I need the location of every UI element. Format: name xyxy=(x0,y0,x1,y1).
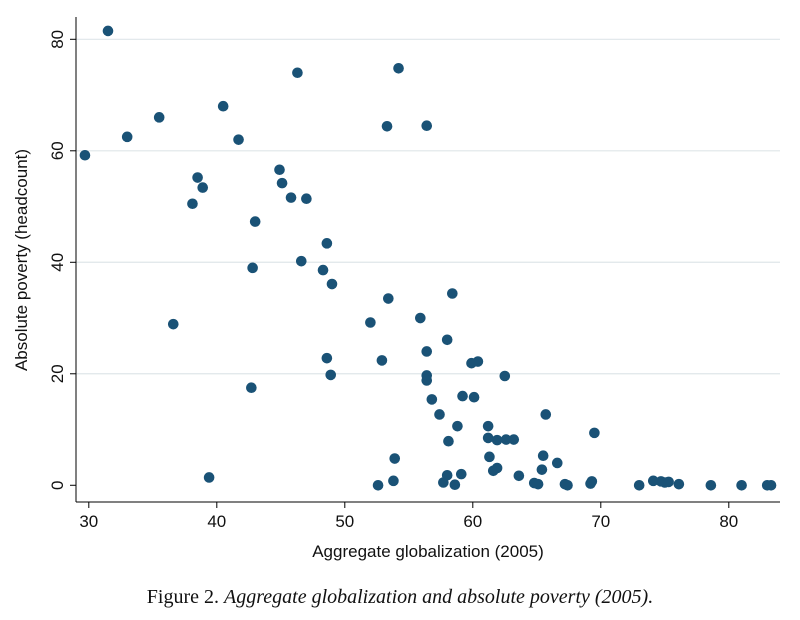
data-point xyxy=(388,475,399,487)
data-point xyxy=(249,216,261,227)
data-point xyxy=(167,318,179,330)
data-point xyxy=(421,346,433,357)
data-point xyxy=(415,312,426,324)
y-tick-label: 80 xyxy=(48,30,67,49)
axes: 0 20 40 60 80 30 40 50 60 70 80 xyxy=(48,17,780,531)
data-point xyxy=(765,479,777,491)
x-tick-label: 50 xyxy=(335,512,354,531)
data-point xyxy=(233,134,244,145)
y-tick-label: 60 xyxy=(48,141,67,160)
data-point xyxy=(389,453,401,464)
data-point xyxy=(537,450,549,462)
data-point xyxy=(325,369,337,381)
data-point xyxy=(321,238,333,249)
data-point xyxy=(491,434,503,446)
data-point xyxy=(491,462,503,474)
data-point xyxy=(121,131,133,143)
data-point xyxy=(589,427,600,439)
data-point xyxy=(434,409,445,420)
data-point xyxy=(365,317,376,328)
x-tick-label: 80 xyxy=(719,512,738,531)
data-point xyxy=(499,370,511,382)
y-tick-label: 40 xyxy=(48,253,67,272)
data-point xyxy=(647,475,659,487)
data-point xyxy=(317,264,329,276)
data-point xyxy=(276,177,288,189)
figure-caption: Figure 2. Aggregate globalization and ab… xyxy=(0,586,800,609)
data-point xyxy=(421,375,433,386)
data-point xyxy=(705,479,717,491)
data-point xyxy=(321,352,333,364)
x-tick-label: 70 xyxy=(591,512,610,531)
x-tick-label: 40 xyxy=(207,512,226,531)
data-point xyxy=(376,355,388,366)
data-point xyxy=(540,409,552,420)
caption-title: Aggregate globalization and absolute pov… xyxy=(224,586,654,608)
data-point xyxy=(326,278,338,290)
data-point xyxy=(381,120,393,132)
data-point xyxy=(513,470,525,482)
x-axis-title: Aggregate globalization (2005) xyxy=(312,542,544,561)
data-point xyxy=(532,478,544,490)
data-point xyxy=(468,391,480,403)
data-point xyxy=(393,62,404,74)
scatter-chart: 0 20 40 60 80 30 40 50 60 70 80 Aggregate globaliz… xyxy=(12,17,780,561)
x-tick-label: 60 xyxy=(463,512,482,531)
caption-label: Figure 2. xyxy=(146,586,219,608)
data-points xyxy=(79,25,777,491)
x-tick-label: 30 xyxy=(79,512,98,531)
data-point xyxy=(441,334,453,346)
data-point xyxy=(586,476,598,487)
data-point xyxy=(452,420,463,432)
data-point xyxy=(455,468,467,480)
data-point xyxy=(482,420,494,432)
data-point xyxy=(633,479,645,491)
y-tick-label: 20 xyxy=(48,364,67,383)
data-point xyxy=(79,149,91,161)
data-point xyxy=(536,464,548,475)
data-point xyxy=(203,472,215,483)
data-point xyxy=(285,192,297,203)
data-point xyxy=(295,255,307,267)
data-point xyxy=(551,457,563,469)
data-point xyxy=(217,100,229,112)
data-point xyxy=(736,479,747,491)
data-point xyxy=(187,198,198,210)
data-point xyxy=(274,164,285,176)
data-point xyxy=(449,479,461,491)
data-point xyxy=(457,390,468,402)
data-point xyxy=(372,479,384,491)
data-point xyxy=(247,262,258,274)
data-point xyxy=(292,67,303,79)
data-point xyxy=(482,432,494,444)
data-point xyxy=(153,112,165,123)
data-point xyxy=(447,288,458,299)
data-point xyxy=(562,479,573,491)
data-point xyxy=(301,193,312,205)
data-point xyxy=(663,476,674,488)
data-point xyxy=(472,356,484,367)
data-point xyxy=(246,382,257,394)
data-point xyxy=(426,394,438,405)
data-point xyxy=(383,293,394,304)
data-point xyxy=(484,451,495,463)
data-point xyxy=(197,182,209,193)
data-point xyxy=(508,434,520,445)
data-point xyxy=(500,434,512,445)
data-point xyxy=(443,435,454,447)
grid-lines xyxy=(76,38,780,375)
y-tick-label: 0 xyxy=(48,481,67,490)
data-point xyxy=(421,120,433,132)
data-point xyxy=(441,469,453,481)
data-point xyxy=(673,478,685,490)
data-point xyxy=(192,172,203,183)
y-axis-title: Absolute poverty (headcount) xyxy=(12,149,31,371)
data-point xyxy=(102,25,114,37)
